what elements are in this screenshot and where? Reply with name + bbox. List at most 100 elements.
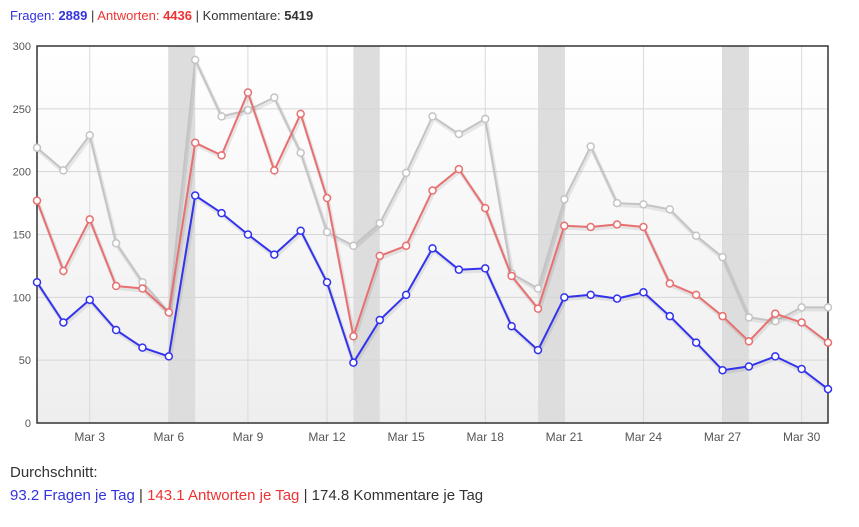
answers-point — [296, 109, 305, 119]
y-tick-label: 100 — [13, 292, 31, 304]
answers-point — [560, 221, 569, 230]
questions-point — [243, 230, 253, 239]
questions-point — [480, 264, 490, 273]
comments-point — [560, 195, 569, 204]
answers-point — [691, 290, 701, 300]
x-tick-label: Mar 15 — [387, 430, 425, 444]
questions-total-value: 2889 — [58, 8, 88, 23]
answers-point — [349, 332, 358, 341]
x-tick-label: Mar 3 — [74, 430, 105, 444]
comments-point — [243, 105, 253, 115]
questions-point — [507, 321, 516, 331]
answers-point — [85, 215, 94, 224]
comments-point — [349, 241, 358, 251]
comments-point — [428, 112, 437, 121]
answers-point — [138, 284, 147, 293]
y-tick-label: 300 — [13, 41, 31, 53]
questions-point — [586, 290, 595, 300]
answers-point — [190, 138, 200, 148]
comments-point — [586, 142, 595, 151]
questions-point — [85, 295, 94, 305]
answers-total-value: 4436 — [163, 8, 192, 23]
questions-point — [691, 338, 701, 347]
questions-point — [533, 345, 543, 355]
y-tick-label: 250 — [13, 104, 31, 116]
questions-point — [296, 226, 305, 235]
questions-point — [138, 343, 147, 352]
answers-point — [744, 337, 754, 346]
answers-point — [823, 338, 833, 347]
questions-total-label: Fragen: — [10, 8, 55, 23]
plot-border — [36, 45, 829, 424]
questions-point — [401, 290, 411, 300]
answers-point — [718, 311, 727, 321]
answers-point — [401, 241, 411, 251]
answers-point — [771, 309, 780, 318]
comments-point — [718, 252, 727, 262]
y-tick-label: 0 — [25, 418, 31, 430]
questions-point — [744, 362, 754, 371]
separator: | — [90, 8, 95, 23]
questions-point — [454, 265, 464, 274]
answers-point — [507, 271, 516, 281]
average-title: Durchschnitt: — [10, 464, 98, 481]
questions-point — [823, 384, 833, 394]
questions-point — [560, 293, 569, 302]
totals-header: Fragen: 2889 | Antworten: 4436 | Komment… — [10, 8, 313, 23]
answers-total-label: Antworten: — [97, 8, 160, 23]
comments-point — [85, 130, 94, 140]
questions-average: 93.2 Fragen je Tag — [10, 487, 135, 504]
answers-point — [164, 308, 174, 317]
comments-point — [375, 218, 385, 228]
questions-point — [718, 365, 727, 375]
answers-point — [665, 279, 675, 288]
questions-point — [349, 358, 358, 367]
comments-point — [270, 93, 279, 102]
x-tick-label: Mar 30 — [783, 430, 821, 444]
x-tick-label: Mar 18 — [467, 430, 505, 444]
comments-point — [111, 239, 121, 248]
answers-point — [586, 222, 595, 232]
x-tick-label: Mar 9 — [233, 430, 264, 444]
comments-point — [533, 284, 543, 293]
answers-point — [111, 281, 121, 291]
comments-average: 174.8 Kommentare je Tag — [311, 487, 484, 504]
comments-point — [612, 198, 622, 208]
questions-point — [164, 352, 174, 361]
questions-point — [322, 278, 332, 287]
comments-point — [797, 303, 806, 312]
answers-point — [270, 166, 279, 175]
questions-point — [217, 208, 226, 218]
questions-point — [32, 278, 42, 287]
questions-point — [375, 315, 385, 325]
answers-point — [322, 193, 332, 203]
separator: | — [195, 8, 199, 23]
questions-point — [190, 191, 200, 200]
y-tick-label: 150 — [13, 230, 31, 242]
questions-point — [797, 364, 806, 374]
separator: | — [138, 487, 143, 504]
comments-point — [296, 148, 305, 158]
comments-point — [744, 313, 754, 322]
comments-point — [454, 129, 464, 139]
comments-point — [401, 168, 411, 178]
answers-point — [375, 251, 385, 261]
activity-line-chart: 0 50 100 150 200 250 300 Mar 3 Mar 6 Mar 9 Mar 12 M… — [13, 41, 833, 444]
questions-point — [428, 244, 437, 253]
answers-point — [217, 151, 226, 160]
questions-point — [111, 325, 121, 335]
answers-point — [59, 266, 68, 276]
comments-point — [190, 55, 200, 65]
comments-point — [480, 114, 490, 124]
answers-point — [454, 164, 464, 174]
x-tick-label: Mar 12 — [308, 430, 346, 444]
answers-point — [32, 196, 42, 205]
comments-point — [59, 166, 68, 175]
questions-point — [612, 294, 622, 303]
comments-total-label: Kommentare: — [202, 8, 281, 23]
separator: | — [303, 487, 308, 504]
x-tick-label: Mar 21 — [546, 430, 584, 444]
comments-point — [32, 143, 42, 153]
answers-point — [480, 203, 490, 213]
comments-point — [691, 231, 701, 241]
